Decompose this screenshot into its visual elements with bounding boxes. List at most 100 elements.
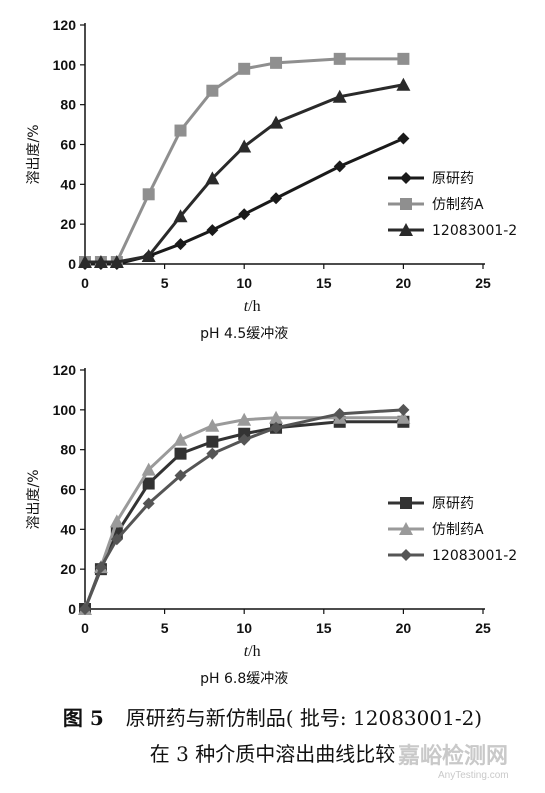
x-tick-label: 25 xyxy=(475,275,491,291)
data-point xyxy=(269,115,284,129)
data-point xyxy=(93,255,108,269)
y-tick-label: 20 xyxy=(60,216,76,232)
data-point xyxy=(141,462,156,476)
data-point xyxy=(333,407,346,420)
data-point xyxy=(270,56,283,69)
data-point xyxy=(94,561,107,574)
watermark-logo: 嘉峪检测网 AnyTesting.com xyxy=(398,738,538,786)
legend-label: 仿制药A xyxy=(432,197,484,213)
y-tick-label: 0 xyxy=(68,601,76,617)
x-tick-label: 0 xyxy=(81,620,89,636)
chart-ph68-svg: 0 20 40 60 80 100 120 0 5 10 15 20 25 溶出度/% t/h pH 6.8缓… xyxy=(26,362,517,687)
series-line xyxy=(83,408,404,610)
data-point xyxy=(238,208,251,221)
data-point xyxy=(333,52,346,65)
data-point xyxy=(237,139,252,153)
data-point xyxy=(205,418,220,432)
data-point xyxy=(110,533,123,546)
y-tick-label: 100 xyxy=(53,402,77,418)
series-line xyxy=(85,137,405,266)
data-point xyxy=(79,603,91,615)
data-point xyxy=(142,497,155,510)
legend-label: 12083001-2 xyxy=(432,548,517,564)
data-point xyxy=(396,410,411,424)
y-tick-label: 20 xyxy=(60,561,76,577)
data-point xyxy=(206,224,219,237)
legend-label: 原研药 xyxy=(432,496,474,512)
data-point xyxy=(174,124,187,137)
data-point xyxy=(206,435,219,448)
watermark-text: 嘉峪检测网 xyxy=(398,744,509,769)
x-tick-label: 0 xyxy=(81,275,89,291)
figure-number: 图 5 xyxy=(62,706,104,730)
x-tick-label: 5 xyxy=(161,275,169,291)
x-tick-label: 15 xyxy=(316,620,332,636)
y-tick-label: 40 xyxy=(60,521,76,537)
data-point xyxy=(173,432,188,446)
data-point xyxy=(78,255,92,269)
data-point xyxy=(270,421,283,434)
data-point xyxy=(206,84,219,97)
data-point xyxy=(237,412,252,426)
x-tick-label: 10 xyxy=(236,275,252,291)
data-point xyxy=(174,447,187,460)
data-point xyxy=(205,171,220,185)
data-point xyxy=(397,132,410,145)
x-axis-label: t/h xyxy=(244,298,261,315)
legend-label: 仿制药A xyxy=(432,522,484,538)
figure-caption-line2: 在 3 种介质中溶出曲线比较 xyxy=(0,738,545,767)
legend-swatch-marker xyxy=(400,172,412,184)
x-tick-label: 10 xyxy=(236,620,252,636)
data-point xyxy=(333,160,346,173)
series-line xyxy=(83,420,404,610)
series-3 xyxy=(78,77,411,269)
y-tick-label: 40 xyxy=(60,176,76,192)
x-tick-label: 20 xyxy=(396,620,412,636)
y-tick-label: 80 xyxy=(60,442,76,458)
x-tick-label: 20 xyxy=(396,275,412,291)
legend-swatch-marker xyxy=(400,497,412,509)
y-axis-label: 溶出度/% xyxy=(26,469,42,529)
y-tick-label: 0 xyxy=(68,256,76,272)
chart-ph45-svg: 0 20 40 60 80 100 120 0 5 10 15 20 25 溶出度/% t/h pH 4.5缓… xyxy=(26,17,517,342)
chart-ph45: 0 20 40 60 80 100 120 0 5 10 15 20 25 溶出度/% t/h pH 4.5缓… xyxy=(0,0,545,345)
series-1 xyxy=(79,132,410,270)
legend-swatch-marker xyxy=(400,549,412,561)
legend-swatch-marker xyxy=(400,198,412,210)
x-tick-label: 15 xyxy=(316,275,332,291)
data-point xyxy=(206,447,219,460)
data-point xyxy=(332,89,347,103)
data-point xyxy=(142,477,155,490)
chart-subtitle: pH 4.5缓冲液 xyxy=(200,326,288,342)
series-line xyxy=(83,416,404,610)
chart-subtitle: pH 6.8缓冲液 xyxy=(200,671,288,687)
legend-label: 原研药 xyxy=(432,171,474,187)
y-axis-label: 溶出度/% xyxy=(26,124,42,184)
data-point xyxy=(109,255,124,269)
y-tick-label: 120 xyxy=(53,17,77,33)
data-point xyxy=(397,403,410,416)
x-axis-label-unit: /h xyxy=(248,298,260,315)
watermark-url: AnyTesting.com xyxy=(438,770,509,781)
y-tick-label: 120 xyxy=(53,362,77,378)
data-point xyxy=(174,469,187,482)
legend-label: 12083001-2 xyxy=(432,223,517,239)
figure-caption-text1: 原研药与新仿制品( 批号: 12083001-2) xyxy=(125,706,483,730)
series-2 xyxy=(79,52,410,269)
data-point xyxy=(173,209,188,223)
data-point xyxy=(109,514,124,528)
series-line xyxy=(85,83,404,264)
legend-swatch-marker xyxy=(399,522,413,535)
x-axis-label-var: t xyxy=(244,643,249,660)
figure-caption-text2: 在 3 种介质中溶出曲线比较 xyxy=(149,742,396,766)
x-axis-label: t/h xyxy=(244,643,261,660)
data-point xyxy=(397,52,410,65)
data-point xyxy=(142,188,155,201)
series-3 xyxy=(79,403,410,615)
x-axis-label-unit: /h xyxy=(248,643,260,660)
y-tick-label: 60 xyxy=(60,482,76,498)
x-tick-label: 25 xyxy=(475,620,491,636)
legend-swatch-marker xyxy=(399,223,413,236)
